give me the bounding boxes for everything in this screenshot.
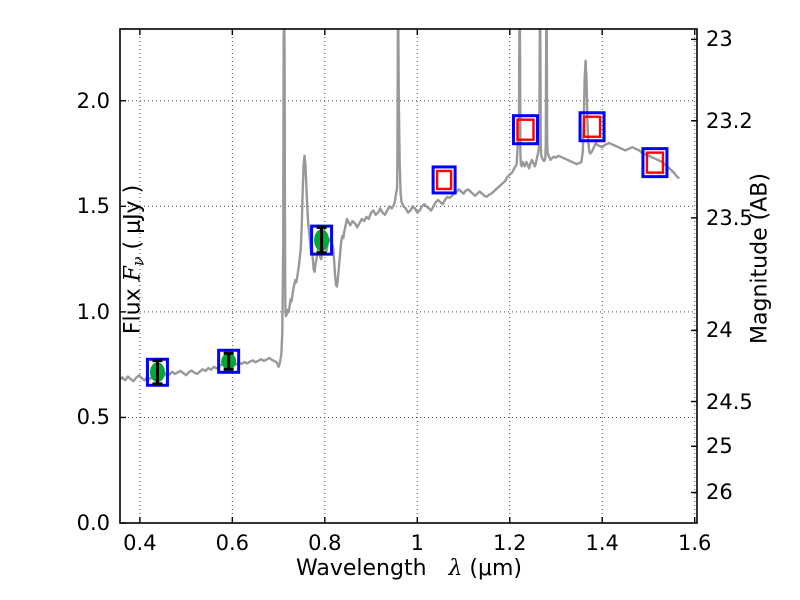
y-tick-label-right: 25	[706, 434, 733, 459]
photometry-markers-group	[145, 111, 669, 387]
y-axis-label-right: Magnitude (AB)	[747, 173, 773, 344]
y-axis-label-prefix: Flux	[120, 288, 146, 335]
y-tick-label-right: 26	[706, 480, 733, 505]
photometry-point	[431, 165, 457, 195]
fit-photometry-square	[645, 151, 665, 174]
plot-background	[120, 29, 697, 523]
photometry-point	[310, 224, 334, 256]
model-photometry-square	[511, 114, 539, 146]
y-tick-label-left: 1.5	[76, 194, 110, 219]
y-axis-label-left: Flux Fν ( μJy )	[121, 9, 148, 509]
x-tick-label: 0.6	[215, 531, 250, 555]
y-tick-label-right: 24.5	[706, 389, 753, 414]
y-tick-label-left: 2.0	[76, 88, 110, 113]
y-tick-label-right: 24	[706, 318, 733, 343]
photometry-point	[145, 357, 169, 387]
y-axis-label-unit: ( μJy )	[120, 184, 146, 250]
y-tick-label-left: 1.0	[76, 299, 110, 324]
tick-marks	[120, 29, 697, 524]
fit-photometry-square	[516, 118, 535, 141]
photometry-point	[578, 111, 606, 143]
axis-frame	[119, 28, 698, 524]
fit-photometry-square	[435, 169, 453, 191]
x-axis-label-unit: (μm)	[469, 556, 522, 581]
y-tick-label-right: 23.2	[706, 108, 753, 133]
model-photometry-square	[431, 165, 457, 195]
y-axis-label-symbol: F	[120, 266, 146, 282]
x-tick-label: 1.6	[677, 531, 712, 555]
x-tick-label: 1.4	[585, 531, 619, 555]
x-axis-label: Wavelength λ (μm)	[120, 556, 698, 581]
y-tick-label-right: 23.5	[706, 205, 753, 230]
model-photometry-square	[641, 147, 669, 179]
model-photometry-square	[217, 348, 241, 374]
x-tick-label: 1.2	[493, 531, 527, 555]
x-axis-label-prefix: Wavelength	[296, 556, 427, 581]
photometry-point	[641, 147, 669, 179]
spectrum-line-group	[120, 29, 680, 383]
model-spectrum-line	[120, 29, 680, 383]
photometry-point	[217, 348, 241, 374]
axis-spines	[119, 28, 698, 524]
model-photometry-square	[578, 111, 606, 143]
y-tick-label-right: 23	[706, 27, 733, 52]
x-tick-label: 0.4	[123, 531, 157, 555]
photometry-point	[511, 114, 539, 146]
x-tick-label: 1	[410, 531, 424, 555]
fit-photometry-square	[582, 115, 602, 138]
y-tick-label-left: 0.0	[76, 511, 110, 535]
x-tick-label: 0.8	[308, 531, 342, 555]
x-axis-label-symbol: λ	[448, 556, 463, 581]
y-tick-label-left: 0.5	[76, 405, 110, 430]
y-axis-label-subscript: ν	[128, 256, 148, 267]
